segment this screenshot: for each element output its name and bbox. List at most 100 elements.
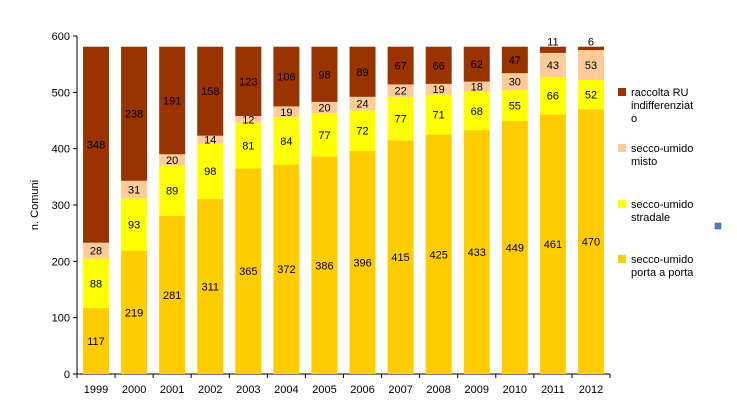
bar-segment — [425, 83, 452, 95]
data-label: 386 — [315, 260, 333, 272]
legend-label: porta a porta — [631, 267, 694, 279]
data-label: 53 — [585, 60, 597, 72]
bar-segment — [349, 46, 376, 97]
bar-segment — [197, 135, 224, 144]
bar-segment — [197, 46, 224, 136]
bar-segment — [387, 46, 414, 85]
axes: 0 100 200 300 400 500 600 1999 2000 2001 2002 2003 2… — [52, 31, 611, 396]
data-label: 106 — [277, 72, 295, 84]
bar-segment — [235, 168, 262, 374]
x-tick-label: 2003 — [236, 384, 260, 396]
data-label: 77 — [394, 114, 406, 126]
bar-segment — [235, 115, 262, 123]
bar-segment — [83, 242, 110, 259]
data-label: 55 — [509, 101, 521, 113]
data-labels: 117 88 28 348 219 93 31 238 281 89 20 191 311 98 14 158… — [87, 37, 600, 348]
legend-swatch — [618, 200, 626, 208]
data-label: 93 — [128, 219, 140, 231]
x-tick-label: 2008 — [426, 384, 450, 396]
data-label: 396 — [353, 257, 371, 269]
x-tick-label: 2011 — [541, 384, 565, 396]
bar-segment — [387, 140, 414, 374]
x-tick-label: 2012 — [579, 384, 603, 396]
x-tick-label: 1999 — [84, 384, 108, 396]
bar-segment — [311, 46, 338, 102]
data-label: 117 — [87, 336, 105, 348]
bar-segment — [197, 198, 224, 374]
bar-segment — [577, 46, 604, 51]
bar-segment — [501, 90, 528, 122]
data-label: 88 — [90, 278, 102, 290]
legend-label: secco-umido — [631, 143, 693, 155]
legend-swatch — [618, 255, 626, 263]
bar-segment — [121, 198, 148, 251]
x-tick-label: 2005 — [312, 384, 336, 396]
data-label: 219 — [125, 307, 143, 319]
bar-segment — [273, 106, 300, 118]
bar-segment — [463, 91, 490, 131]
data-label: 89 — [166, 186, 178, 198]
legend-swatch — [618, 144, 626, 152]
legend-label: indifferenziat — [631, 100, 693, 112]
y-tick-label: 400 — [52, 144, 70, 156]
bar-segment — [235, 122, 262, 169]
data-label: 62 — [471, 59, 483, 71]
data-label: 14 — [204, 135, 216, 147]
data-label: 47 — [509, 55, 521, 67]
bar-segment — [121, 180, 148, 199]
data-label: 433 — [468, 247, 486, 259]
bar-segment — [463, 130, 490, 374]
data-label: 449 — [506, 243, 524, 255]
bar-segment — [577, 50, 604, 80]
data-label: 77 — [318, 130, 330, 142]
bars — [83, 46, 604, 375]
data-label: 19 — [433, 84, 445, 96]
bar-segment — [425, 46, 452, 84]
bar-segment — [83, 46, 110, 243]
data-label: 20 — [166, 155, 178, 167]
data-label: 43 — [547, 60, 559, 72]
x-tick-label: 2009 — [465, 384, 489, 396]
data-label: 6 — [588, 37, 594, 49]
bar-segment — [387, 96, 414, 141]
data-label: 81 — [242, 141, 254, 153]
data-label: 89 — [356, 67, 368, 79]
data-label: 22 — [394, 86, 406, 98]
data-label: 425 — [429, 249, 447, 261]
x-tick-label: 2010 — [503, 384, 527, 396]
bar-segment — [577, 79, 604, 110]
bar-segment — [83, 258, 110, 309]
bar-segment — [349, 96, 376, 111]
data-label: 348 — [87, 140, 105, 152]
x-tick-label: 2006 — [350, 384, 374, 396]
data-label: 68 — [471, 106, 483, 118]
bar-segment — [577, 109, 604, 374]
data-label: 123 — [239, 76, 257, 88]
bar-segment — [463, 46, 490, 82]
bar-segment — [159, 46, 186, 155]
x-tick-label: 2002 — [198, 384, 222, 396]
data-label: 191 — [163, 96, 181, 108]
data-label: 24 — [356, 99, 368, 111]
bar-segment — [159, 154, 186, 166]
bar-segment — [539, 77, 566, 115]
bar-segment — [501, 46, 528, 74]
legend-label: secco-umido — [631, 199, 693, 211]
y-tick-label: 500 — [52, 87, 70, 99]
bar-segment — [425, 134, 452, 374]
data-label: 67 — [394, 61, 406, 73]
bar-segment — [273, 117, 300, 165]
data-label: 98 — [204, 166, 216, 178]
bar-segment — [387, 84, 414, 97]
y-tick-label: 600 — [52, 31, 70, 43]
x-tick-label: 2004 — [274, 384, 298, 396]
bar-segment — [311, 156, 338, 374]
bar-segment — [501, 73, 528, 91]
data-label: 84 — [280, 136, 292, 148]
data-label: 238 — [125, 109, 143, 121]
legend: raccolta RUindifferenziatosecco-umidomis… — [618, 87, 694, 279]
data-label: 28 — [90, 246, 102, 258]
data-label: 311 — [201, 281, 219, 293]
bar-segment — [501, 121, 528, 375]
data-label: 71 — [433, 110, 445, 122]
